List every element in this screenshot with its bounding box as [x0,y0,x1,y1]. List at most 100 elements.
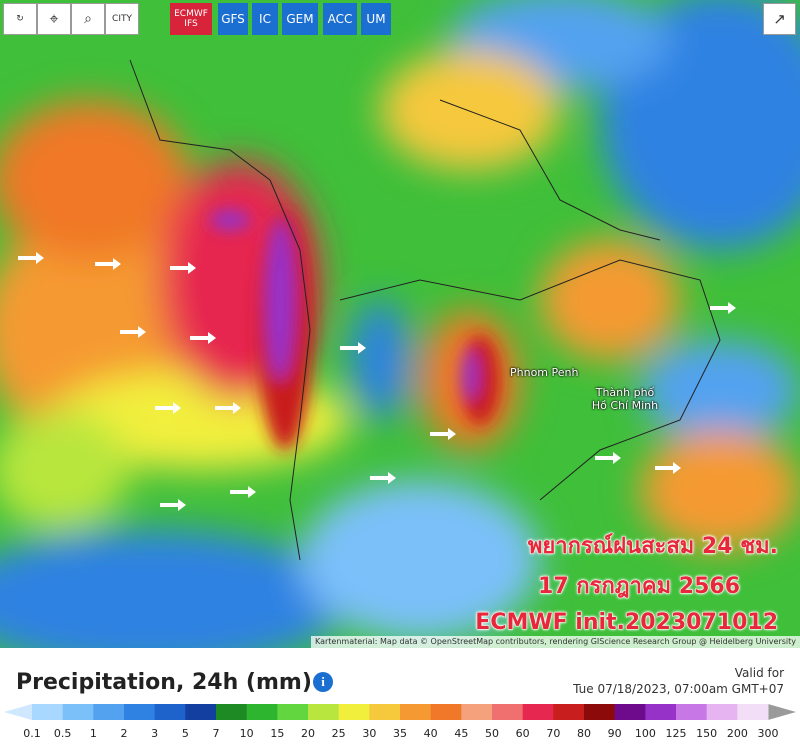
precip-field [0,0,800,648]
scale-segment [522,704,554,720]
wind-arrow [120,326,146,338]
wind-arrow [215,402,241,414]
scale-segment [216,704,248,720]
wind-arrow [95,258,121,270]
model-tab[interactable]: UM [361,3,391,35]
scale-segment [584,704,616,720]
scale-segment [492,704,524,720]
scale-segment [338,704,370,720]
wind-arrow [190,332,216,344]
overlay-line: 17 กรกฎาคม 2566 [538,574,741,600]
scale-segment [369,704,401,720]
map-canvas [0,0,800,648]
scale-segment [553,704,585,720]
place-label: Phnom Penh [510,366,579,379]
coastline [269,179,311,561]
scale-segment [461,704,493,720]
model-tab[interactable]: ACC [323,3,357,35]
refresh-button[interactable]: ↻ [3,3,37,35]
scale-segment [614,704,646,720]
valid-time: Tue 07/18/2023, 07:00am GMT+07 [573,682,784,696]
scale-segment [737,704,769,720]
wind-arrow [230,486,256,498]
scale-label: 0.1 [23,727,41,740]
scale-segment [308,704,340,720]
scale-label: 70 [546,727,560,740]
scale-label: 90 [608,727,622,740]
scale-label: 5 [182,727,189,740]
attribution: Kartenmaterial: Map data © OpenStreetMap… [310,636,800,648]
scale-label: 2 [121,727,128,740]
scale-label: 100 [635,727,656,740]
wind-arrow [160,499,186,511]
model-tab[interactable]: IC [252,3,278,35]
scale-segment [645,704,677,720]
legend-panel: Precipitation, 24h (mm) i Valid for Tue … [0,648,800,746]
scale-label: 30 [362,727,376,740]
city-toggle[interactable]: CITY [105,3,139,35]
scale-segment [154,704,186,720]
scale-segment [93,704,125,720]
scale-label: 50 [485,727,499,740]
scale-label: 200 [727,727,748,740]
scale-label: 40 [424,727,438,740]
scale-label: 150 [696,727,717,740]
valid-label: Valid for [734,666,784,680]
share-button[interactable]: ↗ [763,3,796,35]
precip-core [210,210,500,450]
wind-arrow [370,472,396,484]
scale-label: 125 [666,727,687,740]
wind-arrow [340,342,366,354]
overlay-line: พยากรณ์ฝนสะสม 24 ชม. [527,534,778,560]
scale-label: 25 [332,727,346,740]
scale-segment [676,704,708,720]
scale-label: 300 [758,727,779,740]
scale-label: 80 [577,727,591,740]
wind-arrow [710,302,736,314]
place-label: Thành phố Hồ Chí Minh [591,386,659,412]
scale-segment [430,704,462,720]
scale-segment [124,704,156,720]
scale-label: 60 [516,727,530,740]
zoom-button[interactable]: ⌕ [71,3,105,35]
scale-segment [32,704,64,720]
model-tab[interactable]: GEM [282,3,318,35]
location-button[interactable]: ⌖ [37,3,71,35]
scale-label: 3 [151,727,158,740]
map: ↻ ⌖ ⌕ CITY ECMWF IFS GFS IC GEM ACC UM ↗… [0,0,800,648]
scale-segment [246,704,278,720]
scale-label: 15 [270,727,284,740]
border [339,259,721,501]
scale-label: 1 [90,727,97,740]
scale-segment [277,704,309,720]
model-tab[interactable]: ECMWF IFS [170,3,212,35]
wind-arrow [655,462,681,474]
scale-above [768,704,796,720]
scale-below [4,704,32,720]
wind-arrows [18,252,736,511]
scale-label: 0.5 [54,727,72,740]
scale-segment [400,704,432,720]
wind-arrow [18,252,44,264]
color-scale: 0.1 0.5 1 2 3 5 7 10 15 20 25 30 35 40 45 50 60 70 80 90 100… [4,704,796,740]
border [129,59,271,181]
wind-arrow [430,428,456,440]
model-tab[interactable]: GFS [218,3,248,35]
legend-title: Precipitation, 24h (mm) [16,670,312,695]
scale-segment [62,704,94,720]
scale-label: 45 [454,727,468,740]
scale-label: 20 [301,727,315,740]
scale-label: 10 [240,727,254,740]
borders [129,59,721,561]
wind-arrow [170,262,196,274]
wind-arrow [155,402,181,414]
scale-label: 7 [213,727,220,740]
info-button[interactable]: i [313,672,333,692]
scale-segment [185,704,217,720]
scale-segment [706,704,738,720]
scale-label: 35 [393,727,407,740]
wind-arrow [595,452,621,464]
border [439,99,661,241]
overlay-line: ECMWF init.2023071012 [475,610,779,636]
